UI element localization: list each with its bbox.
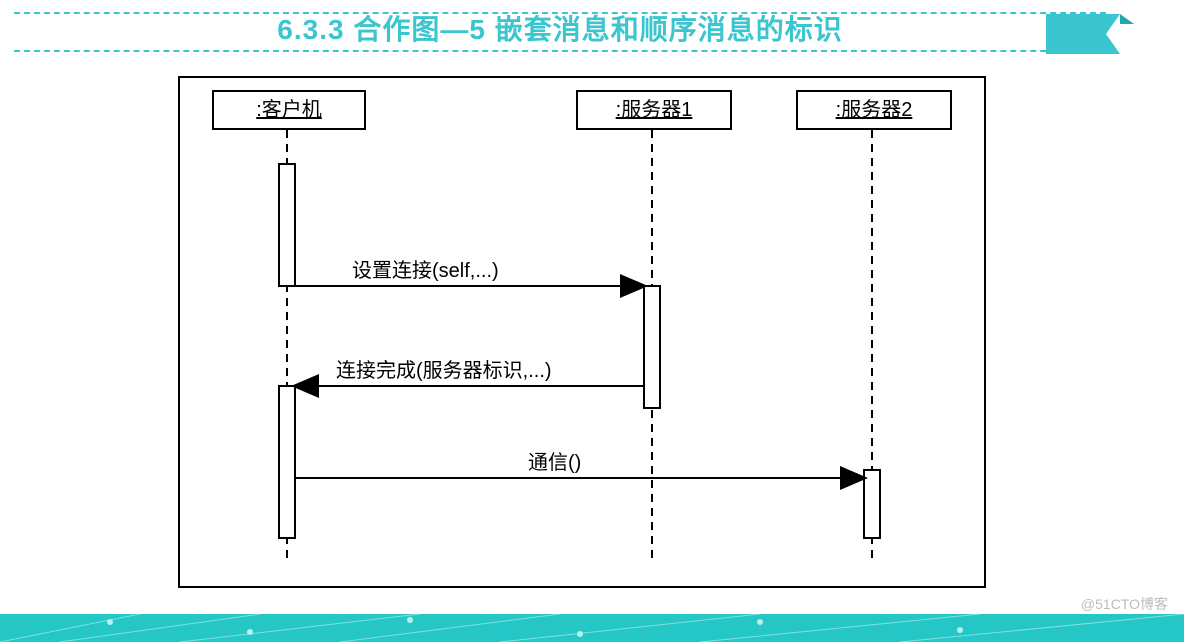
lifeline-label-server1: :服务器1 <box>616 99 693 121</box>
lifeline-server2: :服务器2 <box>796 90 952 130</box>
message-label-2: 通信() <box>528 446 581 475</box>
footer-pattern-icon <box>0 614 1184 642</box>
page-title: 6.3.3 合作图—5 嵌套消息和顺序消息的标识 <box>14 6 1106 54</box>
lifeline-client: :客户机 <box>212 90 366 130</box>
watermark: @51CTO博客 <box>1081 594 1168 614</box>
message-label-1: 连接完成(服务器标识,...) <box>336 354 552 383</box>
message-label-0: 设置连接(self,...) <box>352 254 499 283</box>
lifeline-label-client: :客户机 <box>256 99 322 121</box>
title-flag-icon <box>1046 12 1134 56</box>
lifeline-server1: :服务器1 <box>576 90 732 130</box>
footer-band <box>0 614 1184 642</box>
title-bar: 6.3.3 合作图—5 嵌套消息和顺序消息的标识 <box>14 6 1134 54</box>
lifeline-label-server2: :服务器2 <box>836 99 913 121</box>
sequence-diagram-frame <box>178 76 986 588</box>
